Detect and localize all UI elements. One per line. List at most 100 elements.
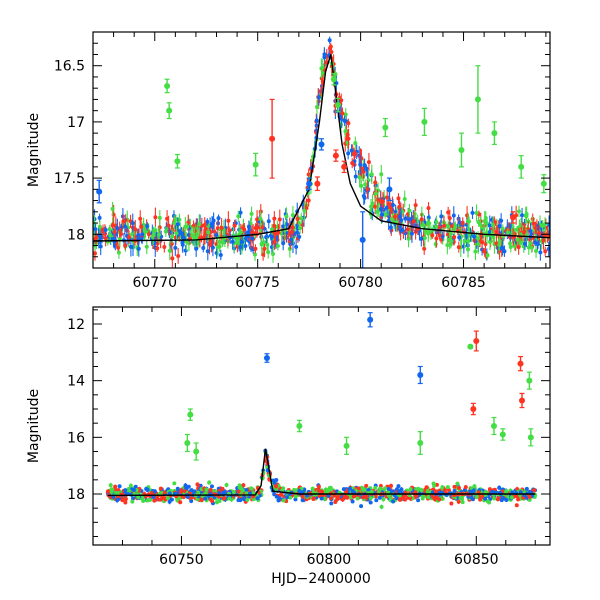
cloud-point	[392, 212, 397, 221]
cloud-point	[205, 241, 210, 261]
cloud-point	[203, 221, 208, 237]
cloud-point	[407, 204, 412, 218]
cloud-point	[317, 488, 322, 493]
cloud-point	[424, 485, 429, 490]
data-point	[518, 155, 525, 179]
cloud-point	[329, 501, 334, 506]
cloud-point	[378, 486, 383, 491]
cloud-point	[227, 496, 232, 501]
cloud-point	[138, 210, 143, 228]
series-blue	[263, 312, 424, 385]
cloud-point	[497, 238, 502, 252]
cloud-point	[369, 489, 374, 494]
model-curve	[107, 448, 536, 497]
data-point	[96, 179, 103, 204]
cloud-point	[143, 225, 148, 239]
cloud-point	[408, 487, 413, 492]
cloud-point	[249, 206, 254, 222]
cloud-point	[419, 213, 424, 226]
data-point	[252, 152, 259, 177]
cloud-point	[383, 211, 388, 219]
cloud-point	[504, 489, 509, 494]
cloud-point	[422, 242, 427, 255]
cloud-point	[431, 495, 436, 500]
cloud-point	[211, 212, 216, 229]
cloud-point	[390, 198, 395, 212]
cloud-point	[208, 497, 213, 502]
y-tick-label: 17	[67, 115, 85, 131]
cloud-point	[155, 244, 160, 253]
cloud-point	[320, 59, 325, 77]
cloud-point	[449, 501, 454, 506]
cloud-point	[194, 240, 199, 257]
cloud-point	[476, 234, 481, 254]
cloud-point	[319, 496, 324, 501]
cloud-point	[203, 496, 208, 501]
cloud-point	[433, 489, 438, 494]
cloud-point	[288, 495, 293, 500]
cloud-point	[314, 114, 319, 127]
cloud-point	[529, 242, 534, 253]
cloud-point	[347, 486, 352, 491]
cloud-point	[215, 237, 220, 257]
data-point	[527, 428, 534, 447]
cloud-point	[423, 224, 428, 239]
cloud-point	[255, 496, 260, 501]
cloud-point	[328, 42, 333, 51]
data-point	[184, 433, 191, 453]
cloud-point	[505, 494, 510, 499]
cloud-point	[487, 500, 492, 505]
cloud-point	[294, 239, 299, 255]
cloud-point	[476, 217, 481, 227]
data-point	[359, 211, 366, 268]
cloud-point	[419, 231, 424, 247]
x-tick-label: 60785	[441, 275, 486, 291]
cloud-point	[350, 158, 355, 169]
data-point	[473, 330, 480, 352]
cloud-point	[518, 490, 523, 495]
cloud-point	[195, 482, 200, 487]
cloud-point	[396, 489, 401, 494]
cloud-point	[178, 228, 183, 236]
cloud-point	[405, 220, 410, 239]
cloud-point	[451, 206, 456, 225]
cloud-point	[201, 243, 206, 253]
data-point	[467, 343, 474, 350]
data-point	[417, 431, 424, 455]
x-tick-label: 60800	[307, 552, 352, 568]
cloud-point	[524, 486, 529, 491]
data-point	[164, 78, 171, 94]
data-point	[269, 98, 276, 179]
cloud-point	[379, 504, 384, 510]
cloud-point	[396, 193, 401, 204]
cloud-point	[440, 484, 445, 490]
cloud-point	[153, 207, 158, 227]
data-point	[490, 416, 497, 436]
cloud-point	[373, 485, 378, 491]
cloud-point	[353, 170, 358, 183]
cloud-point	[487, 215, 492, 236]
cloud-point	[316, 484, 321, 489]
cloud-point	[527, 494, 532, 500]
cloud-point	[115, 218, 120, 238]
cloud-point	[322, 48, 327, 61]
y-tick-label: 17.5	[54, 171, 85, 187]
bottom-panel-x-axis-label: HJD−2400000	[271, 571, 371, 587]
cloud-point	[144, 486, 149, 492]
cloud-point	[399, 487, 404, 492]
cloud-point	[492, 496, 497, 501]
cloud-point	[365, 179, 370, 199]
top-panel-y-axis-label: Magnitude	[26, 113, 42, 187]
top-panel-light-curve: 60770 60775 60780 60785 16.5 17 17.5 18 Magnitu…	[26, 31, 551, 291]
cloud-point	[482, 247, 487, 255]
cloud-point	[110, 487, 115, 492]
y-tick-label: 18	[67, 487, 85, 503]
cloud-point	[396, 484, 401, 489]
cloud-point	[463, 485, 468, 490]
cloud-point	[374, 498, 379, 503]
cloud-point	[358, 154, 363, 175]
cloud-point	[482, 211, 487, 232]
cloud-point	[491, 216, 496, 234]
cloud-point	[238, 207, 243, 218]
data-point	[509, 211, 516, 224]
